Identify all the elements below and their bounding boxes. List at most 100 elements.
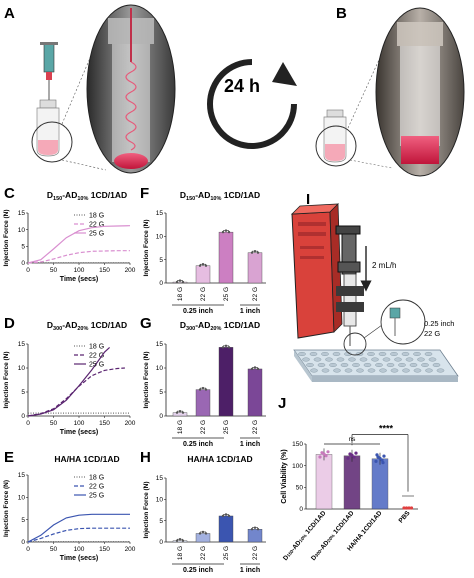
data-point xyxy=(374,459,378,463)
label-part: 300 xyxy=(314,549,323,558)
y-tick-label: 15 xyxy=(156,341,164,348)
y-axis-label: Injection Force (N) xyxy=(143,219,150,276)
y-tick-label: 100 xyxy=(292,463,303,470)
well xyxy=(298,352,306,357)
data-point xyxy=(227,514,231,518)
data-point xyxy=(354,451,358,455)
significance-stars: **** xyxy=(379,423,394,433)
x-axis-label: Time (secs) xyxy=(60,429,98,436)
x-tick-label: 25 G xyxy=(223,420,230,434)
data-point xyxy=(175,411,179,414)
x-tick-label: 0 xyxy=(26,267,30,274)
data-point xyxy=(378,456,382,460)
x-tick-label: 22 G xyxy=(252,287,259,301)
y-tick-label: 10 xyxy=(156,234,164,241)
data-point xyxy=(201,386,205,390)
x-tick-label: 22 G xyxy=(200,420,207,434)
title-part: 300 xyxy=(186,326,195,332)
title-part: 150 xyxy=(186,196,195,202)
title-part: 10% xyxy=(77,196,88,202)
title-part: -AD xyxy=(195,320,210,330)
data-point xyxy=(204,388,208,391)
title-part: 1CD/1AD xyxy=(221,320,260,330)
zoom-line xyxy=(61,159,107,171)
label-part: D xyxy=(310,554,319,562)
bar xyxy=(371,458,389,510)
vial-photo-b xyxy=(375,7,465,177)
x-tick-label: D150-AD10% 1CD/1AD xyxy=(282,510,328,563)
y-axis-label: Injection Force (N) xyxy=(3,480,10,537)
y-axis-label: Injection Force (N) xyxy=(143,351,150,408)
well xyxy=(371,357,379,362)
bar xyxy=(218,347,234,417)
data-point xyxy=(227,230,231,234)
well xyxy=(413,352,421,357)
well xyxy=(336,357,345,362)
bar xyxy=(247,252,263,284)
data-point xyxy=(221,514,225,518)
title-part: D xyxy=(180,190,186,200)
data-point xyxy=(201,263,205,266)
data-point xyxy=(381,461,385,465)
y-tick-label: 15 xyxy=(18,341,26,348)
series-line-22g xyxy=(27,527,130,543)
well xyxy=(390,368,399,373)
series-line-25g xyxy=(27,225,131,264)
chart-title: HA/HA 1CD/1AD xyxy=(187,454,252,464)
data-point xyxy=(404,506,409,510)
panel-label-a: A xyxy=(4,5,15,22)
bar xyxy=(172,412,188,417)
well xyxy=(340,363,349,368)
x-tick-label: 18 G xyxy=(177,287,184,301)
data-point xyxy=(181,280,185,284)
well xyxy=(302,357,310,362)
vial-icon xyxy=(323,109,347,163)
panel-i: I 2 mL/h xyxy=(290,191,459,382)
data-point xyxy=(375,453,379,457)
y-tick-label: 0 xyxy=(159,539,163,546)
bar xyxy=(172,281,188,284)
data-point xyxy=(204,532,208,535)
x-tick-label: 100 xyxy=(74,420,85,427)
well xyxy=(325,357,333,362)
data-point xyxy=(178,538,182,541)
well xyxy=(405,357,414,362)
x-tick-label: 25 G xyxy=(223,287,230,301)
data-point xyxy=(318,455,322,459)
data-point xyxy=(198,264,202,267)
y-tick-label: 10 xyxy=(18,227,26,234)
y-tick-label: 5 xyxy=(21,244,25,251)
legend-label: 22 G xyxy=(89,222,104,229)
series-line-22g xyxy=(27,367,125,417)
y-tick-label: 15 xyxy=(18,210,26,217)
well-plate-icon xyxy=(293,349,459,382)
x-axis-label: Time (secs) xyxy=(60,276,98,283)
well xyxy=(317,363,326,368)
bar-chart-h: H HA/HA 1CD/1AD 0 5 10 15 Injection Force (N) 1… xyxy=(140,449,266,574)
flow-rate-label: 2 mL/h xyxy=(372,261,396,270)
well xyxy=(432,363,441,368)
title-part: D xyxy=(47,190,53,200)
y-tick-label: 150 xyxy=(292,441,303,448)
well xyxy=(436,368,445,373)
zoom-circle xyxy=(31,121,73,163)
y-tick-label: 10 xyxy=(156,365,164,372)
x-tick-label: 100 xyxy=(74,267,85,274)
panel-b: B xyxy=(315,5,465,177)
data-point xyxy=(250,528,254,531)
well xyxy=(379,368,387,373)
legend-label: 22 G xyxy=(89,353,104,360)
data-point xyxy=(227,346,231,349)
chart-title: HA/HA 1CD/1AD xyxy=(54,454,119,464)
title-part: 1CD/1AD xyxy=(221,190,260,200)
y-tick-label: 15 xyxy=(156,475,164,482)
bar xyxy=(247,529,263,543)
data-point xyxy=(409,506,414,510)
x-tick-label: 22 G xyxy=(252,420,259,434)
legend-label: 18 G xyxy=(89,213,104,220)
bar xyxy=(195,389,211,417)
